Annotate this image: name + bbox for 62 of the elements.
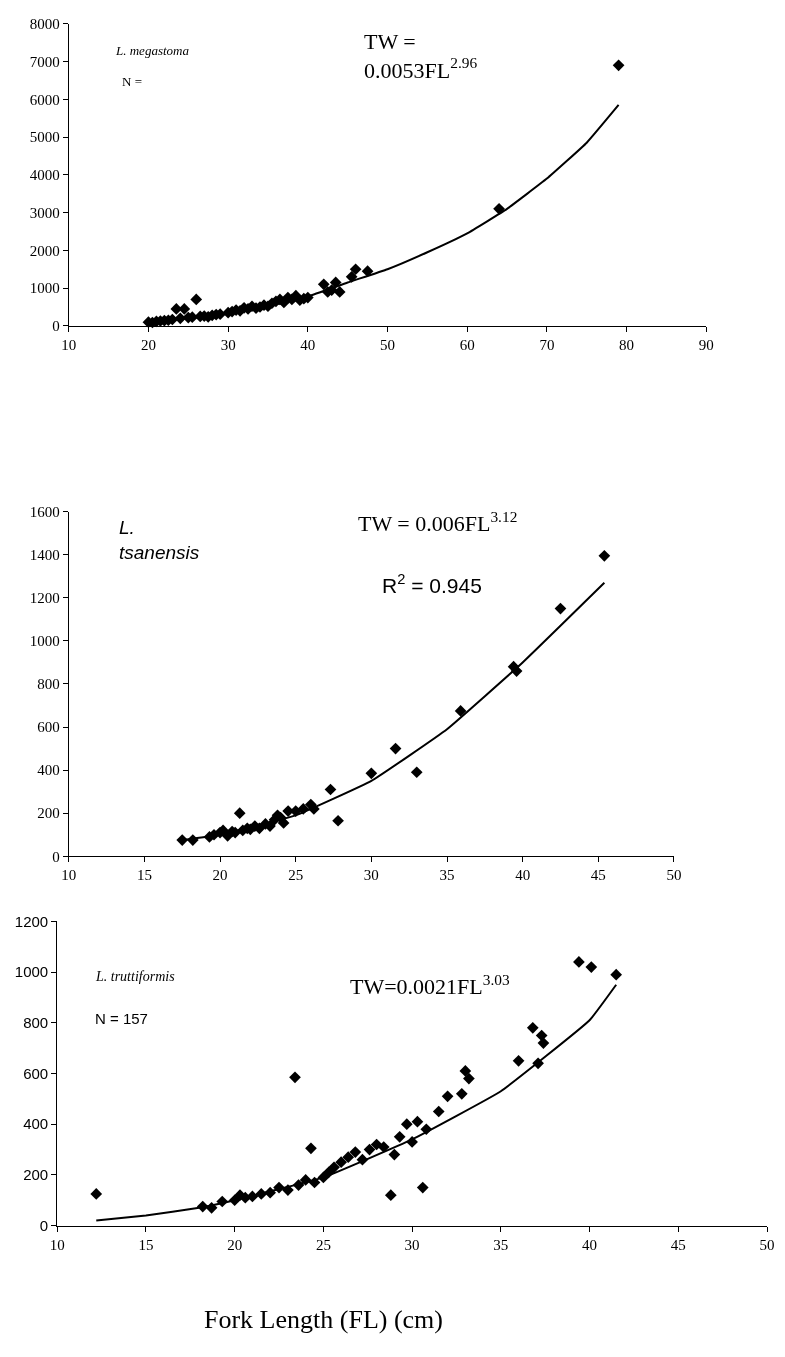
y-tick-label: 0 bbox=[39, 1216, 49, 1234]
x-tick-label: 40 bbox=[300, 336, 316, 353]
x-tick-label: 25 bbox=[288, 867, 304, 884]
x-tick-label: 35 bbox=[493, 1236, 509, 1253]
y-tick-label: 7000 bbox=[29, 53, 60, 70]
x-tick-label: 20 bbox=[140, 336, 156, 353]
x-tick-label: 30 bbox=[404, 1236, 420, 1253]
y-tick-label: 4000 bbox=[29, 167, 60, 184]
y-tick-label: 0 bbox=[52, 318, 60, 335]
x-tick-label: 40 bbox=[582, 1236, 598, 1253]
x-tick-label: 80 bbox=[619, 336, 635, 353]
y-tick-label: 5000 bbox=[29, 129, 60, 146]
x-tick-label: 45 bbox=[670, 1236, 686, 1253]
y-tick-label: 8000 bbox=[29, 15, 60, 32]
x-tick-label: 20 bbox=[227, 1236, 243, 1253]
y-tick-label: 1400 bbox=[29, 546, 60, 563]
x-tick-label: 50 bbox=[666, 867, 682, 884]
annotation: L. truttiformis bbox=[95, 969, 176, 984]
y-tick-label: 1200 bbox=[29, 590, 60, 607]
y-tick-label: 2000 bbox=[29, 242, 60, 259]
y-tick-label: 600 bbox=[37, 719, 60, 736]
y-tick-label: 800 bbox=[23, 1014, 49, 1032]
x-tick-label: 20 bbox=[212, 867, 228, 884]
annotation: TW=0.0021FL$^{3.03}$ bbox=[350, 971, 511, 1000]
annotation: TW = 0.0053FL$^{2.96}$ bbox=[364, 29, 478, 83]
y-tick-label: 1200 bbox=[14, 912, 49, 930]
x-tick-label: 50 bbox=[380, 336, 395, 353]
x-tick-label: 10 bbox=[49, 1236, 65, 1253]
y-tick-label: 3000 bbox=[29, 204, 60, 221]
x-tick-label: 45 bbox=[590, 867, 606, 884]
annotation: L. tsanensis bbox=[119, 517, 200, 563]
y-tick-label: 200 bbox=[23, 1166, 49, 1184]
y-tick-label: 6000 bbox=[29, 91, 60, 108]
x-tick-label: 10 bbox=[61, 867, 77, 884]
x-tick-label: 25 bbox=[315, 1236, 331, 1253]
annotation: N = 157 bbox=[95, 1010, 148, 1027]
x-tick-label: 30 bbox=[220, 336, 236, 353]
x-tick-label: 90 bbox=[698, 336, 714, 353]
x-tick-label: 50 bbox=[759, 1236, 775, 1253]
y-tick-label: 1000 bbox=[29, 633, 60, 650]
y-tick-label: 1600 bbox=[29, 503, 60, 520]
y-tick-label: 400 bbox=[23, 1115, 49, 1133]
y-tick-label: 200 bbox=[37, 805, 60, 822]
y-tick-label: 400 bbox=[37, 762, 60, 779]
y-tick-label: 600 bbox=[23, 1064, 49, 1082]
annotation: N = bbox=[122, 74, 142, 89]
x-tick-label: 60 bbox=[459, 336, 475, 353]
y-tick-label: 800 bbox=[37, 676, 60, 693]
x-tick-label: 70 bbox=[539, 336, 555, 353]
y-tick-label: 1000 bbox=[14, 963, 49, 981]
y-tick-label: 1000 bbox=[29, 280, 60, 297]
x-tick-label: 30 bbox=[363, 867, 379, 884]
x-tick-label: 10 bbox=[61, 336, 77, 353]
x-tick-label: 40 bbox=[515, 867, 531, 884]
annotation: R$^{2}$ = 0.945 bbox=[382, 571, 482, 597]
x-tick-label: 15 bbox=[138, 1236, 154, 1253]
annotation: TW = 0.006FL$^{3.12}$ bbox=[358, 508, 518, 537]
x-tick-label: 35 bbox=[439, 867, 455, 884]
y-tick-label: 0 bbox=[52, 848, 60, 865]
x-tick-label: 15 bbox=[136, 867, 152, 884]
annotation: L. megastoma bbox=[115, 43, 190, 58]
x-axis-title: Fork Length (FL) (cm) bbox=[204, 1305, 444, 1334]
